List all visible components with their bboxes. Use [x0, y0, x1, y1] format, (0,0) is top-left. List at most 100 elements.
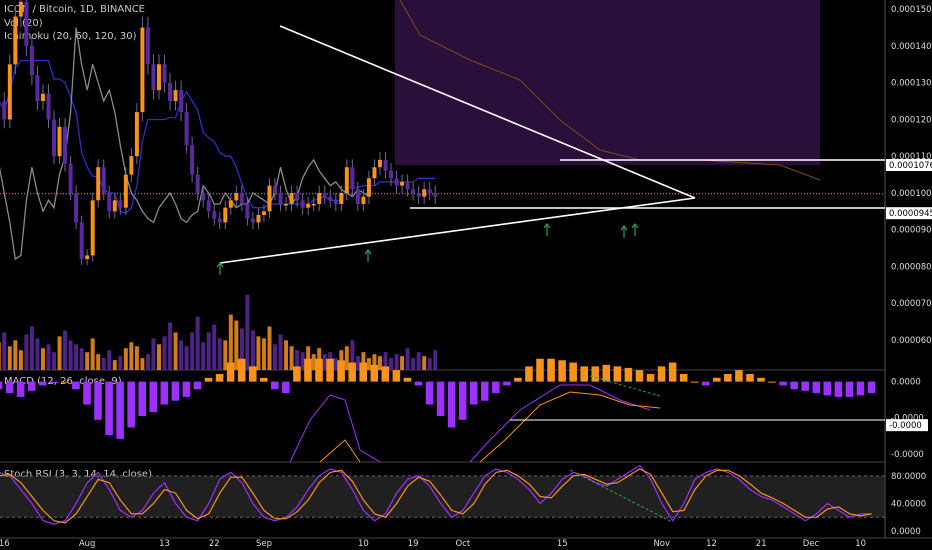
macd-histogram-bar	[790, 381, 798, 390]
volume-bar	[68, 340, 73, 370]
volume-bar	[300, 352, 305, 370]
candle-body	[306, 203, 311, 208]
macd-histogram-bar	[580, 366, 588, 382]
volume-bar	[134, 346, 139, 370]
candle-body	[400, 181, 405, 186]
candle-body	[35, 75, 40, 102]
green-up-arrow	[216, 262, 224, 275]
candle-body	[355, 189, 360, 204]
candle-body	[201, 192, 206, 201]
price-marker-box	[886, 159, 932, 172]
macd-histogram-bar	[38, 381, 47, 386]
volume-bar	[422, 356, 427, 370]
volume-bar	[7, 346, 12, 370]
macd-marker-box	[886, 419, 928, 432]
drawing-tools[interactable]	[216, 25, 885, 275]
macd-histogram-bar	[204, 377, 213, 382]
macd-histogram-bar	[735, 370, 743, 382]
candle-body	[245, 203, 250, 219]
candle-body	[383, 159, 388, 171]
macd-histogram-bar	[326, 358, 334, 382]
candle-body	[377, 159, 382, 168]
macd-histogram-bar	[724, 374, 732, 382]
volume-bar	[63, 330, 68, 370]
time-tick-label: 21	[756, 539, 767, 549]
macd-histogram-bar	[867, 381, 876, 394]
candle-body	[250, 218, 255, 223]
candle-body	[173, 90, 178, 102]
candle-body	[333, 200, 338, 204]
stoch-tick-label: 80.0000	[891, 472, 926, 482]
candle-body	[239, 192, 244, 204]
stoch-rsi-indicator-title[interactable]: Stoch RSI (3, 3, 14, 14, close)	[4, 469, 152, 480]
volume-bar	[394, 354, 399, 370]
volume-bar	[223, 340, 228, 370]
macd-histogram-bar	[425, 381, 434, 405]
volume-bar	[372, 354, 377, 370]
macd-trend-line	[589, 375, 661, 397]
senkou-span-line	[399, 0, 821, 181]
macd-histogram-bar	[812, 381, 821, 394]
volume-bar	[151, 338, 156, 370]
macd-histogram-bar	[823, 381, 832, 396]
ichimoku-cloud	[395, 0, 820, 165]
macd-histogram-bar	[569, 362, 577, 382]
time-axis[interactable]: 16 Aug 13 22 Sep 10 19 Oct 15 Nov 12 21 Dec 10	[0, 539, 866, 549]
ichimoku-indicator-title[interactable]: Ichimoku (20, 60, 120, 30)	[4, 31, 137, 42]
candle-body	[273, 185, 278, 193]
macd-histogram-bar	[138, 381, 146, 416]
macd-histogram-bar	[337, 360, 345, 382]
candle-body	[317, 192, 322, 204]
triangle-lower-trendline	[219, 197, 696, 264]
triangle-upper-trendline	[279, 25, 696, 199]
macd-histogram-bar	[83, 381, 91, 405]
volume-bar	[350, 340, 355, 370]
volume-bar	[245, 294, 250, 370]
macd-histogram-bar	[536, 358, 544, 382]
time-tick-label: Oct	[456, 539, 471, 549]
volume-bar	[29, 326, 34, 370]
volume-bar	[250, 330, 255, 370]
volume-bar	[195, 316, 200, 370]
macd-histogram-bar	[746, 374, 754, 382]
volume-indicator-title[interactable]: Vol (20)	[4, 18, 43, 29]
volume-bar	[228, 314, 233, 370]
time-tick-label: Aug	[79, 539, 96, 549]
macd-indicator-title[interactable]: MACD (12, 26, close, 9)	[4, 376, 122, 387]
macd-histogram-bar	[602, 364, 611, 382]
volume-bar	[0, 342, 1, 370]
candle-body	[29, 45, 34, 76]
stoch-trend-line	[569, 469, 673, 523]
volume-bar	[140, 358, 145, 370]
candle-body	[223, 207, 228, 223]
macd-histogram-bar	[127, 381, 135, 428]
volume-bar	[173, 332, 178, 370]
volume-bar	[333, 358, 338, 370]
candle-body	[411, 189, 416, 193]
volume-bars	[0, 294, 438, 370]
volume-bar	[361, 352, 366, 370]
volume-bar	[46, 344, 51, 370]
macd-histogram-bar	[94, 381, 102, 420]
macd-histogram-bar	[525, 366, 533, 382]
macd-histogram-bar	[61, 381, 69, 383]
volume-bar	[24, 334, 29, 370]
green-up-arrow	[543, 223, 551, 236]
volume-bar	[112, 360, 117, 370]
candle-body	[295, 192, 300, 201]
candle-body	[134, 112, 139, 157]
candle-body	[195, 174, 200, 193]
volume-bar	[162, 336, 167, 370]
symbol-title[interactable]: ICON / Bitcoin, 1D, BINANCE	[4, 4, 145, 15]
candle-body	[190, 145, 195, 175]
macd-histogram-bar	[215, 374, 224, 382]
candle-body	[328, 196, 333, 201]
macd-histogram-bar	[713, 377, 721, 382]
price-marker-box	[886, 207, 932, 220]
time-tick-label: 10	[358, 539, 369, 549]
